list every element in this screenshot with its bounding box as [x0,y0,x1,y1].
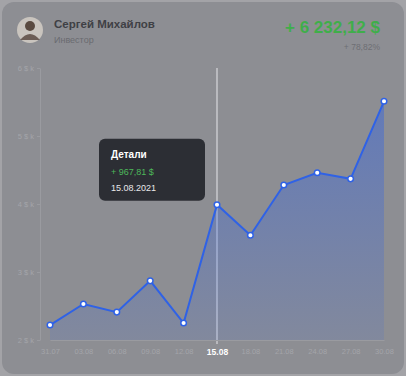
x-tick: 06.08 [108,340,127,356]
x-axis-line [51,340,385,341]
x-tick: 30.08 [375,340,394,356]
y-axis-line [40,69,41,341]
point [81,301,87,307]
point [147,278,153,284]
tooltip-title: Детали [111,149,147,160]
x-tick-label: 03.08 [75,347,94,356]
y-tick: 5 $ k [18,132,40,141]
y-tick-mark [37,136,40,137]
y-tick-mark [37,340,40,341]
point [114,309,120,315]
y-tick-mark [37,204,40,205]
point [348,176,354,182]
x-tick-label: 09.08 [141,347,160,356]
y-tick-mark [37,68,40,69]
point [181,320,187,326]
y-tick-label: 5 $ k [18,132,35,141]
y-tick-mark [37,272,40,273]
tooltip-box [99,139,205,201]
canvas: Сергей Михайлов Инвестор + 6 232,12 $ + 78,… [0,0,406,376]
y-tick: 2 $ k [18,336,40,345]
point [248,232,254,238]
y-axis: 2 $ k 3 $ k 4 $ k 5 $ k 6 $ k [18,64,41,345]
x-tick: 03.08 [75,340,94,356]
x-tick-label: 18.08 [242,347,261,356]
x-axis: 31.07 03.08 06.08 09.08 12.08 15.08 18.08 21.08… [41,340,394,357]
y-tick: 6 $ k [18,64,40,73]
line [50,101,384,325]
x-tick: 15.08 [207,340,229,357]
tooltip: Детали + 967,81 $ 15.08.2021 [99,139,205,201]
avatar [17,17,43,43]
user-role: Инвестор [54,35,94,45]
area [50,101,384,340]
point [381,99,387,105]
y-tick-label: 2 $ k [18,336,35,345]
y-tick-label: 4 $ k [18,200,35,209]
user-name: Сергей Михайлов [54,18,155,30]
x-tick-label: 31.07 [41,347,60,356]
card [2,2,404,374]
x-tick-label: 12.08 [175,347,194,356]
total: + 6 232,12 $ [285,18,381,37]
y-tick: 4 $ k [18,200,40,209]
x-tick: 21.08 [275,340,294,356]
tooltip-value: + 967,81 $ [111,167,154,177]
x-tick-label: 06.08 [108,347,127,356]
y-tick-label: 6 $ k [18,64,35,73]
y-tick: 3 $ k [18,268,40,277]
x-tick-label: 15.08 [207,347,229,357]
x-tick: 27.08 [342,340,361,356]
y-tick-label: 3 $ k [18,268,35,277]
x-tick: 09.08 [141,340,160,356]
x-tick: 18.08 [242,340,261,356]
tooltip-date: 15.08.2021 [111,183,156,193]
point [47,322,53,328]
x-tick: 12.08 [175,340,194,356]
x-tick-label: 27.08 [342,347,361,356]
x-tick-label: 24.08 [308,347,327,356]
x-tick: 31.07 [41,340,60,356]
x-tick: 24.08 [308,340,327,356]
x-tick-label: 30.08 [375,347,394,356]
change: + 78,82% [344,42,381,52]
point [214,202,220,208]
point [314,170,320,176]
x-tick-label: 21.08 [275,347,294,356]
point [281,182,287,188]
plot-area [47,99,387,340]
